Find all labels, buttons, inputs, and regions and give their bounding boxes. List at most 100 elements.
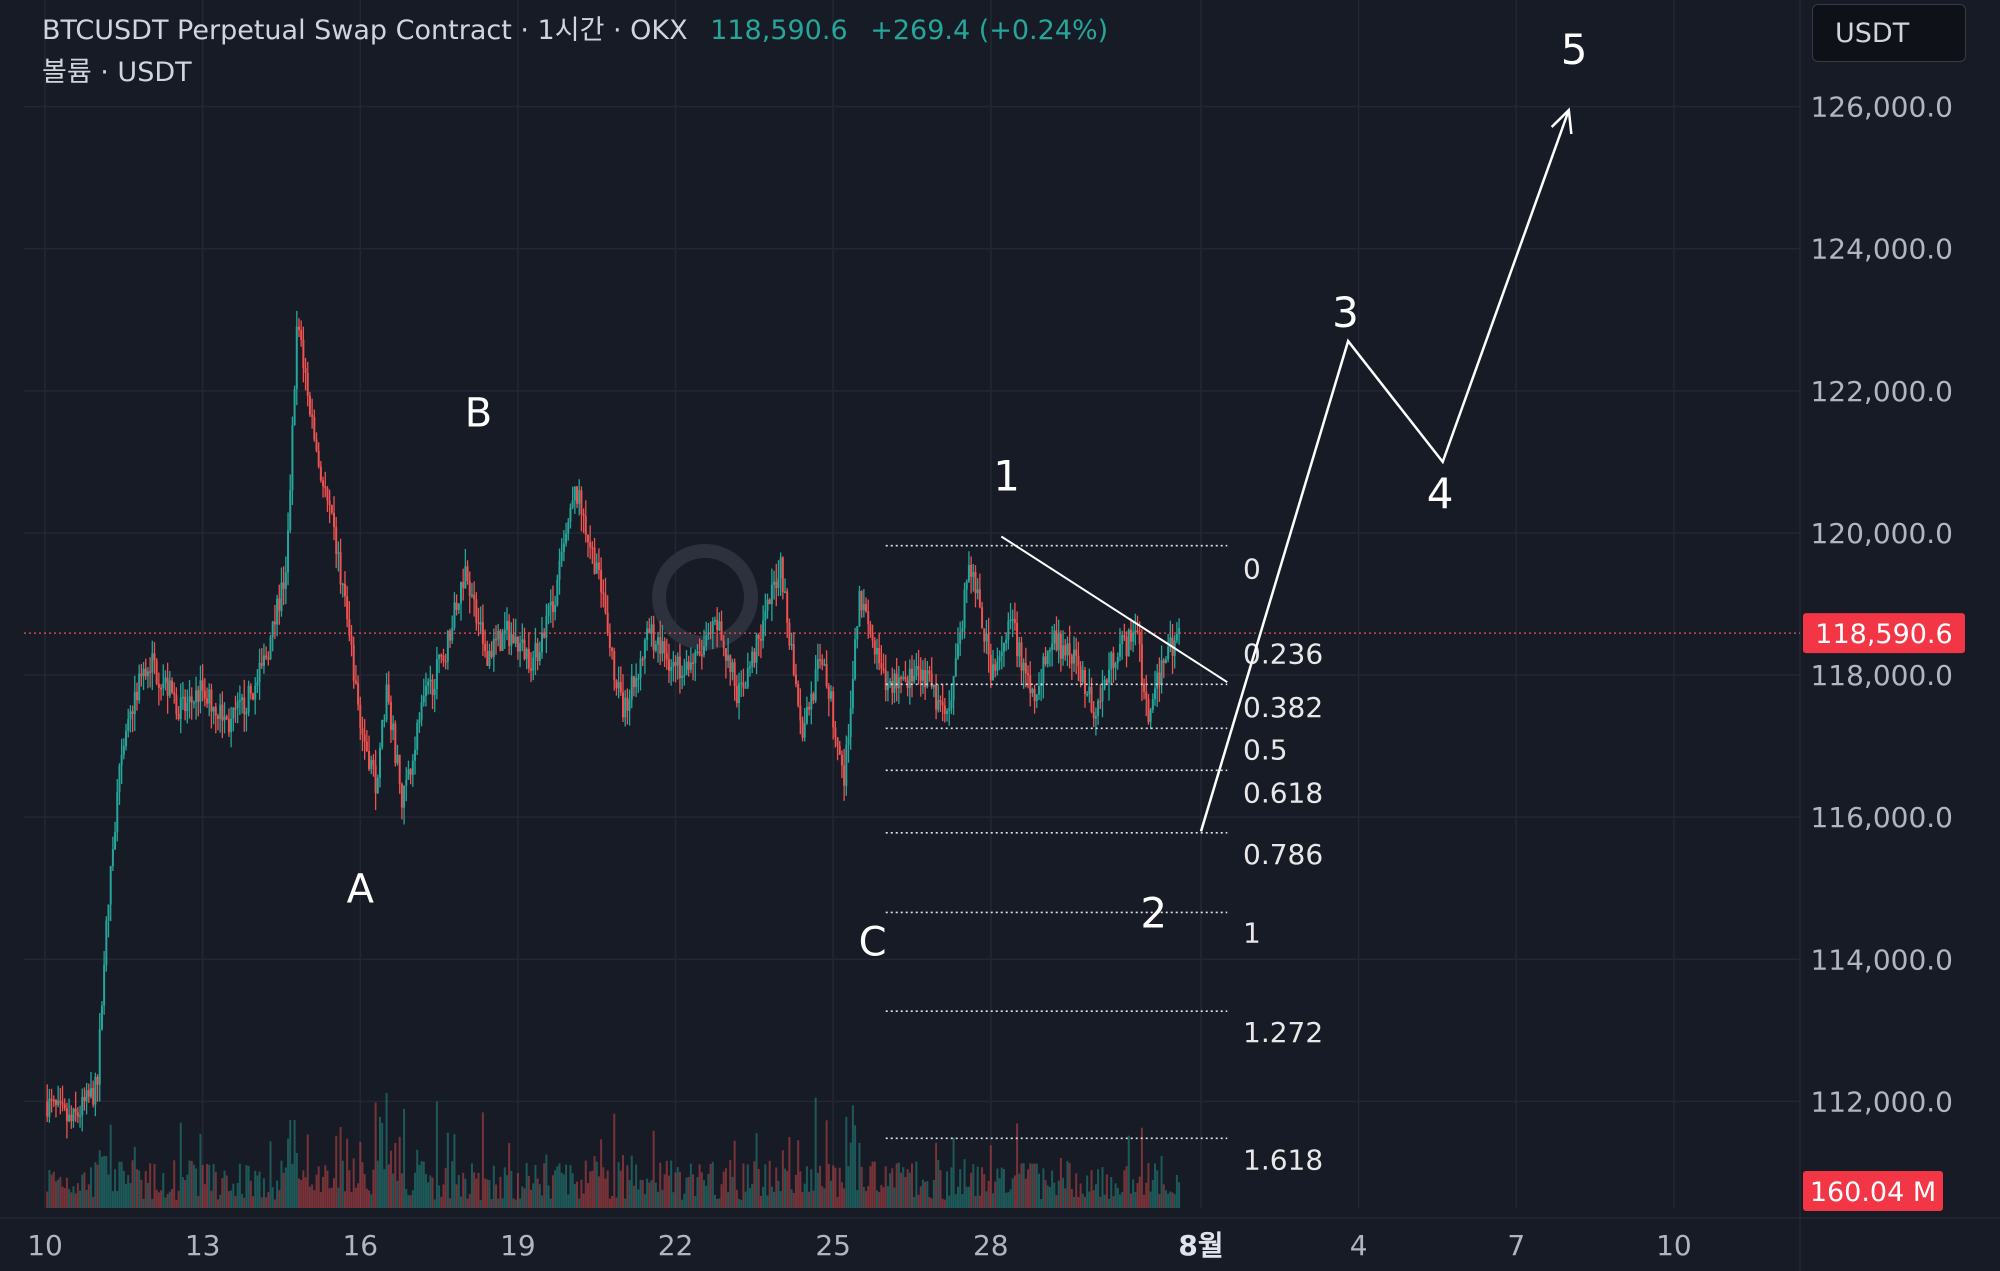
volume-bar [245, 1165, 248, 1208]
volume-bar [827, 1164, 830, 1208]
candle-body [70, 1114, 73, 1122]
candle-body [394, 723, 397, 764]
volume-bar [192, 1164, 195, 1208]
candle-body [597, 562, 600, 571]
candle-body [797, 683, 800, 706]
volume-bar [446, 1132, 449, 1208]
volume-bar [810, 1169, 813, 1208]
volume-bar [1083, 1196, 1086, 1208]
volume-bar [1118, 1194, 1121, 1208]
volume-bar [236, 1183, 239, 1208]
volume-bar [107, 1174, 110, 1208]
candle-body [111, 849, 114, 867]
volume-bar [536, 1178, 539, 1208]
candle-body [617, 682, 620, 689]
volume-bar [724, 1168, 727, 1208]
x-tick-label: 22 [658, 1229, 694, 1262]
volume-bar [593, 1156, 596, 1208]
candle-body [904, 676, 907, 680]
candle-body [201, 680, 204, 691]
volume-bar [103, 1155, 106, 1208]
candle-body [930, 673, 933, 688]
volume-bar [238, 1163, 241, 1208]
candle-body [692, 662, 695, 664]
candle-body [935, 684, 938, 710]
candle-body [735, 685, 738, 704]
volume-bar [641, 1180, 644, 1208]
candle-body [1066, 643, 1069, 656]
candle-body [144, 668, 147, 677]
volume-bar [740, 1199, 743, 1208]
volume-bar [608, 1198, 611, 1208]
volume-bar [867, 1185, 870, 1208]
volume-bar [247, 1165, 250, 1208]
candle-body [74, 1108, 77, 1113]
candle-body [608, 633, 611, 649]
candle-body [939, 700, 942, 703]
candle-body [168, 680, 171, 696]
volume-bar [928, 1197, 931, 1208]
volume-bar [1112, 1196, 1115, 1208]
candle-body [803, 723, 806, 738]
candle-body [1029, 675, 1032, 694]
candle-body [109, 866, 112, 905]
volume-bar [821, 1186, 824, 1208]
candle-body [591, 547, 594, 549]
volume-bar [766, 1195, 769, 1208]
volume-bar [510, 1170, 513, 1208]
candle-body [317, 450, 320, 467]
volume-bar [317, 1166, 320, 1208]
volume-bar [1175, 1174, 1178, 1208]
currency-button[interactable]: USDT [1812, 4, 1966, 62]
candle-body [440, 654, 443, 657]
candle-body [120, 754, 123, 766]
volume-bar [311, 1184, 314, 1208]
candle-body [805, 706, 808, 724]
candle-body [981, 607, 984, 629]
volume-bar [105, 1155, 108, 1208]
candle-body [153, 653, 156, 661]
candle-body [107, 904, 110, 921]
volume-bar [946, 1171, 949, 1208]
volume-bar [1149, 1191, 1152, 1208]
fib-level-label: 1 [1243, 916, 1261, 949]
volume-bar [965, 1186, 968, 1208]
candle-body [225, 716, 228, 720]
volume-bar [843, 1188, 846, 1208]
candle-body [972, 572, 975, 577]
candle-body [755, 634, 758, 663]
volume-bar [954, 1194, 957, 1208]
candle-body [46, 1101, 49, 1117]
volume-bar [370, 1194, 373, 1208]
candle-body [849, 708, 852, 738]
volume-bar [834, 1167, 837, 1208]
candle-body [238, 700, 241, 702]
volume-bar [840, 1182, 843, 1208]
volume-bar [230, 1190, 233, 1208]
candle-body [1055, 630, 1058, 651]
candle-body [532, 657, 535, 671]
fib-level-label: 0 [1243, 552, 1261, 585]
candle-body [799, 705, 802, 721]
chart-header: BTCUSDT Perpetual Swap Contract · 1시간 · … [42, 8, 1108, 47]
volume-bar [1154, 1163, 1157, 1208]
volume-bar [893, 1187, 896, 1208]
volume-bar [654, 1182, 657, 1208]
volume-bar [525, 1162, 528, 1208]
candle-body [790, 644, 793, 646]
candle-body [759, 639, 762, 641]
volume-bar [335, 1135, 338, 1208]
volume-bar [882, 1187, 885, 1208]
volume-bar [394, 1142, 397, 1208]
volume-bar [319, 1191, 322, 1208]
volume-bar [203, 1184, 206, 1208]
volume-bar [770, 1186, 773, 1208]
volume-bar [967, 1186, 970, 1208]
candle-body [862, 603, 865, 611]
volume-bar [832, 1165, 835, 1208]
candle-body [420, 702, 423, 720]
volume-bar [1009, 1189, 1012, 1208]
candle-body [92, 1088, 95, 1105]
candle-body [315, 439, 318, 451]
